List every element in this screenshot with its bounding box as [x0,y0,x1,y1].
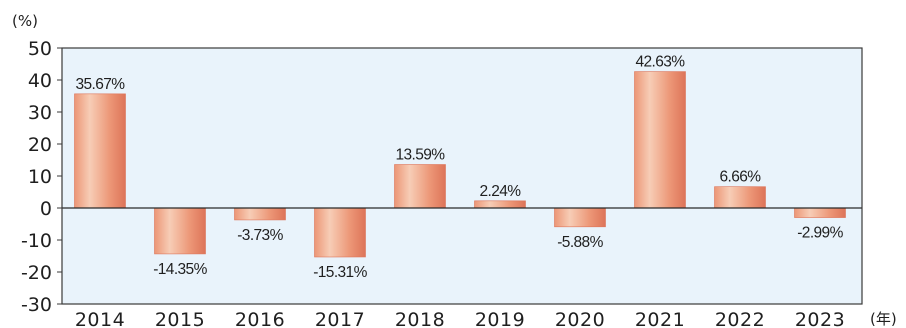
data-label: 13.59% [396,147,446,164]
data-labels: 35.67% -14.35% -3.73% -15.31% 13.59% 2.24% -5.… [76,54,845,281]
bar-2019 [474,200,526,209]
data-label: 2.24% [480,183,522,200]
y-tick-label: -20 [21,262,52,284]
x-tick-label: 2019 [475,309,525,328]
y-tick-label: 50 [28,38,52,60]
x-tick-label: 2015 [155,309,205,328]
data-label: -2.99% [797,225,843,242]
data-label: 6.66% [720,169,762,186]
x-tick-label: 2023 [795,309,845,328]
data-label: -14.35% [153,261,207,278]
y-tick-label: 30 [28,102,52,124]
bar-2014 [74,93,126,209]
bar-2015 [154,207,206,255]
bar-2017 [314,207,366,258]
bar-2023 [794,207,846,218]
y-tick-label: 40 [28,70,52,92]
bar-2018 [394,164,446,209]
x-tick-label: 2014 [75,309,125,328]
data-label: 35.67% [76,76,126,93]
x-tick-label: 2017 [315,309,365,328]
y-axis-unit-label: (%) [12,12,38,30]
x-tick-label: 2016 [235,309,285,328]
bars [74,71,846,258]
bar-2021 [634,71,686,209]
plot-area [62,48,862,304]
y-axis: 50 40 30 20 10 0 -10 -20 -30 [21,38,62,316]
y-tick-label: 20 [28,134,52,156]
bar-2022 [714,186,766,209]
x-tick-label: 2020 [555,309,605,328]
x-tick-label: 2022 [715,309,765,328]
data-label: -5.88% [557,234,603,251]
bar-2020 [554,207,606,228]
data-label: -15.31% [313,264,367,281]
data-label: -3.73% [237,227,283,244]
data-label: 42.63% [636,54,686,71]
y-tick-label: -30 [21,294,52,316]
x-axis: 2014 2015 2016 2017 2018 2019 2020 2021 2022 2023 [75,309,845,328]
bar-2016 [234,207,286,221]
y-tick-label: 10 [28,166,52,188]
x-tick-label: 2021 [635,309,685,328]
y-tick-label: 0 [40,198,52,220]
x-axis-unit-label: (年) [870,310,897,328]
x-tick-label: 2018 [395,309,445,328]
y-tick-label: -10 [21,230,52,252]
